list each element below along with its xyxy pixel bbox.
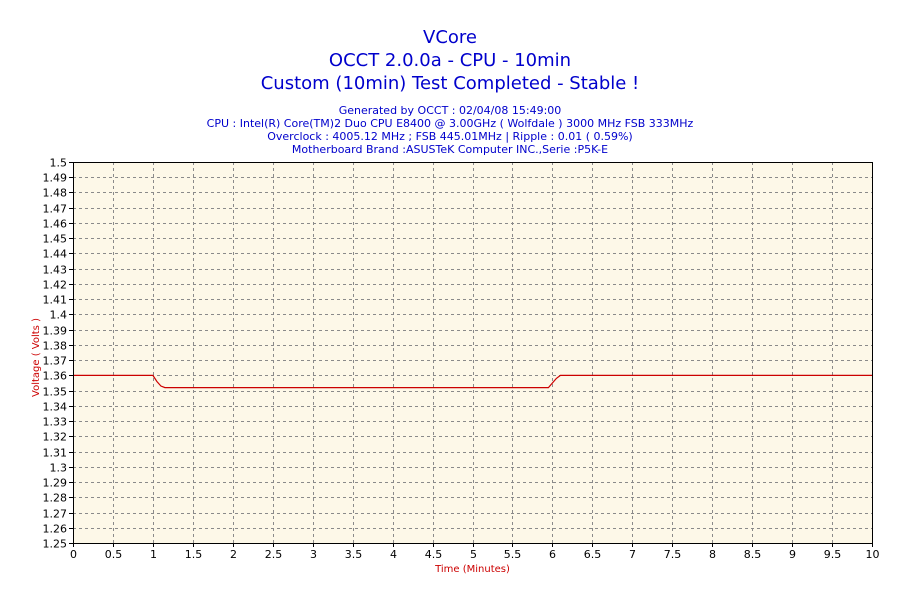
x-tick-label: 4.5 [425,548,443,561]
y-tick-label: 1.32 [43,431,68,444]
series-group [73,374,872,389]
axis-ticks: 1.25 1.26 1.27 1.28 1.29 1.3 1.31 1.32 1.33 1.34 1… [43,157,880,562]
plot-area [73,162,872,543]
x-tick-label: 6 [549,548,556,561]
x-tick-label: 9 [789,548,796,561]
y-tick-label: 1.36 [43,370,68,383]
y-tick-label: 1.28 [43,492,68,505]
y-tick-label: 1.33 [43,416,68,429]
x-tick-label: 0.5 [105,548,123,561]
y-tick-label: 1.26 [43,523,68,536]
y-tick-label: 1.5 [50,157,68,170]
y-tick-label: 1.47 [43,203,68,216]
x-tick-label: 5 [470,548,477,561]
chart-subtitle: OCCT 2.0.0a - CPU - 10min [328,50,572,71]
y-tick-label: 1.43 [43,264,68,277]
y-axis-label: Voltage ( Volts ) [31,318,42,397]
x-tick-label: 3 [310,548,317,561]
voltage-series-line [73,374,872,389]
y-tick-label: 1.48 [43,187,68,200]
y-tick-label: 1.3 [50,462,68,475]
x-tick-label: 6.5 [584,548,602,561]
x-tick-label: 9.5 [824,548,842,561]
y-tick-label: 1.25 [43,538,68,551]
x-tick-label: 0 [70,548,77,561]
x-axis-label: Time (Minutes) [434,564,510,575]
y-tick-label: 1.44 [43,248,68,261]
x-tick-label: 3.5 [345,548,363,561]
x-tick-label: 1.5 [185,548,203,561]
motherboard-info: Motherboard Brand :ASUSTeK Computer INC.… [291,143,609,156]
x-tick-label: 8 [709,548,716,561]
x-tick-label: 7.5 [664,548,682,561]
x-tick-label: 5.5 [504,548,522,561]
overclock-info: Overclock : 4005.12 MHz ; FSB 445.01MHz … [267,130,633,143]
x-tick-label: 8.5 [744,548,762,561]
y-tick-label: 1.27 [43,508,68,521]
y-tick-label: 1.39 [43,325,68,338]
plot-frame [73,162,873,544]
x-tick-label: 4 [390,548,397,561]
test-status: Custom (10min) Test Completed - Stable ! [260,73,640,94]
y-tick-label: 1.31 [43,447,68,460]
x-tick-label: 1 [150,548,157,561]
x-tick-label: 2 [230,548,237,561]
grid-lines [73,162,872,543]
x-tick-label: 7 [629,548,636,561]
y-tick-label: 1.42 [43,279,68,292]
y-tick-label: 1.38 [43,340,68,353]
x-tick-label: 10 [866,548,880,561]
y-tick-label: 1.49 [43,172,68,185]
x-tick-label: 2.5 [265,548,283,561]
cpu-info: CPU : Intel(R) Core(TM)2 Duo CPU E8400 @… [206,117,694,130]
y-tick-label: 1.34 [43,401,68,414]
y-tick-label: 1.45 [43,233,68,246]
y-tick-label: 1.4 [50,309,68,322]
y-tick-label: 1.41 [43,294,68,307]
y-tick-label: 1.29 [43,477,68,490]
generated-info: Generated by OCCT : 02/04/08 15:49:00 [338,104,562,117]
chart-title: VCore [423,27,477,48]
y-tick-label: 1.46 [43,218,68,231]
y-tick-label: 1.35 [43,386,68,399]
y-tick-label: 1.37 [43,355,68,368]
